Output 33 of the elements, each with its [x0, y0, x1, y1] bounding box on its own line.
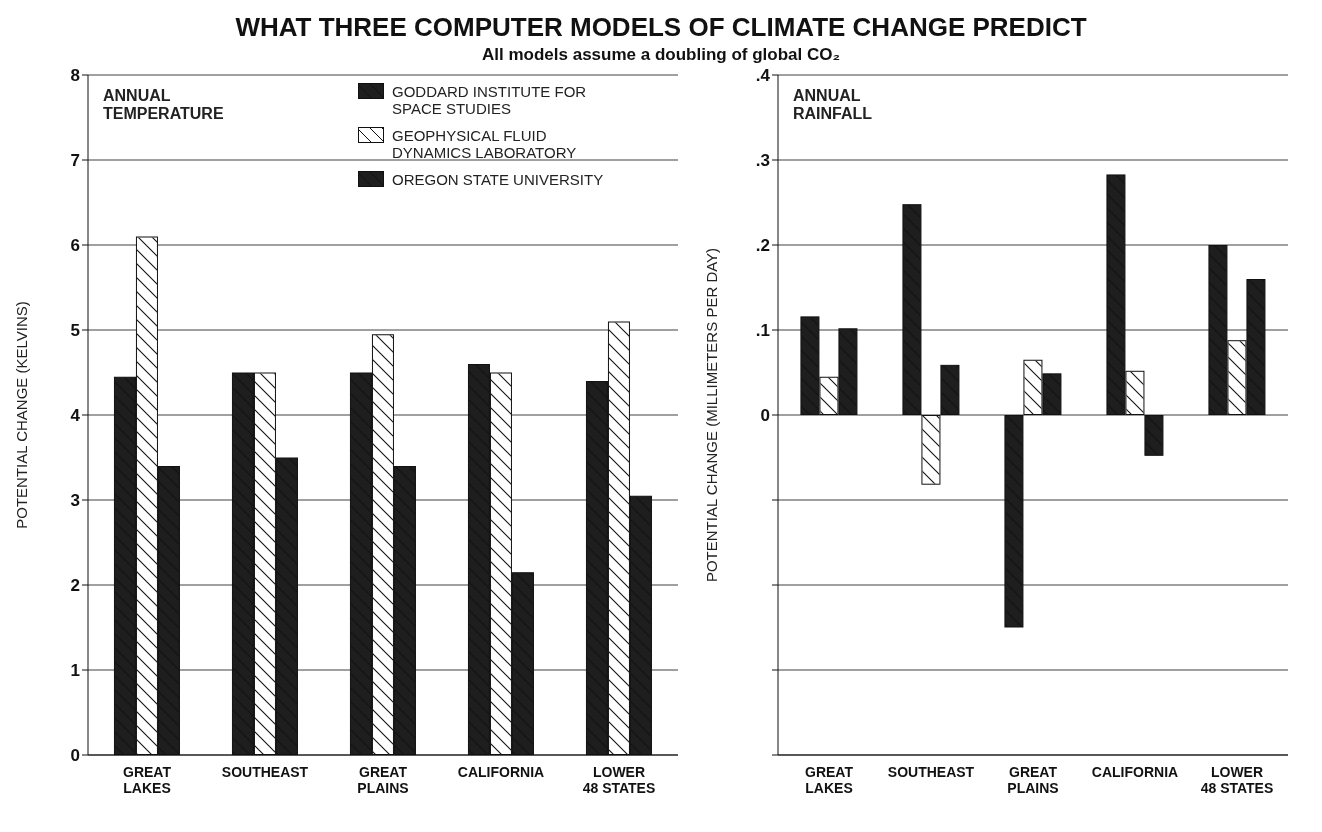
- chart-subtitle: All models assume a doubling of global CO₂: [481, 45, 841, 65]
- x-tick-label: GREAT LAKES: [805, 764, 854, 796]
- legend-label: GODDARD INSTITUTE FOR SPACE STUDIES: [392, 83, 588, 117]
- legend-label: GEOPHYSICAL FLUID DYNAMICS LABORATORY: [392, 127, 578, 161]
- y-axis-title: POTENTIAL CHANGE (KELVINS): [13, 301, 31, 529]
- y-tick-label: 2: [70, 576, 80, 596]
- legend-label: OREGON STATE UNIVERSITY: [392, 171, 605, 188]
- y-tick-label: 6: [70, 236, 80, 256]
- x-tick-label: SOUTHEAST: [221, 764, 309, 780]
- y-tick-label: 3: [70, 491, 80, 511]
- x-tick-label: LOWER 48 STATES: [582, 764, 656, 796]
- x-tick-label: SOUTHEAST: [887, 764, 975, 780]
- x-tick-label: GREAT PLAINS: [357, 764, 409, 796]
- y-tick-label: .3: [755, 151, 770, 171]
- x-tick-label: LOWER 48 STATES: [1200, 764, 1274, 796]
- y-axis-title: POTENTIAL CHANGE (MILLIMETERS PER DAY): [703, 247, 721, 583]
- y-tick-label: 1: [70, 661, 80, 681]
- chart-title: WHAT THREE COMPUTER MODELS OF CLIMATE CHANGE PREDICT: [234, 11, 1088, 43]
- y-tick-label: .2: [755, 236, 770, 256]
- y-tick-label: 0: [760, 406, 770, 426]
- x-tick-label: CALIFORNIA: [1091, 764, 1179, 780]
- y-tick-label: 5: [70, 321, 80, 341]
- y-tick-label: 4: [70, 406, 81, 426]
- x-tick-label: GREAT LAKES: [123, 764, 172, 796]
- y-tick-label: 7: [70, 151, 80, 171]
- annotation: ANNUAL RAINFALL: [793, 87, 923, 123]
- y-tick-label: .1: [755, 321, 770, 341]
- y-tick-label: 8: [70, 66, 80, 86]
- x-tick-label: GREAT PLAINS: [1007, 764, 1059, 796]
- x-tick-label: CALIFORNIA: [457, 764, 545, 780]
- y-tick-label: .4: [755, 66, 771, 86]
- annotation: ANNUAL TEMPERATURE: [103, 87, 233, 123]
- y-tick-label: 0: [70, 746, 80, 766]
